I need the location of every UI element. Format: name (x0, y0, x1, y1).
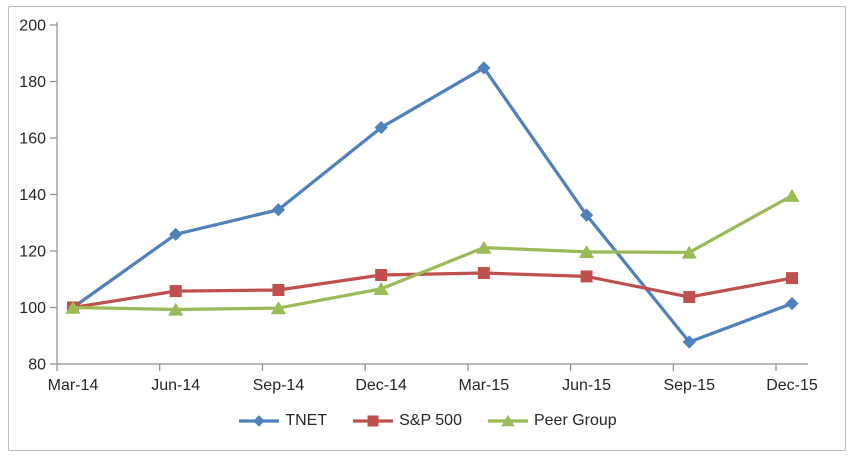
x-tick-label: Sep-15 (663, 377, 715, 394)
data-point-triangle (578, 245, 595, 259)
data-point-square (375, 269, 388, 282)
sp500-square-series-icon (353, 415, 394, 427)
data-point-square (683, 291, 696, 304)
data-point-triangle (65, 300, 81, 314)
data-point-diamond (374, 120, 388, 135)
data-point-diamond (477, 61, 491, 75)
legend-item-peer-group: Peer Group (486, 412, 617, 430)
x-tick-label: Dec-14 (355, 377, 407, 394)
data-point-triangle (373, 282, 389, 296)
chart-legend: TNET S&P 500 Peer Group (0, 412, 854, 430)
data-point-square (272, 283, 285, 296)
y-tick-label: 100 (19, 300, 46, 317)
data-point-diamond (579, 208, 594, 222)
x-tick-label: Jun-15 (562, 377, 611, 394)
data-point-triangle (784, 188, 800, 202)
legend-label-peer-group: Peer Group (533, 412, 617, 429)
tnet-diamond-series-icon (239, 415, 280, 427)
data-point-square (580, 270, 593, 283)
y-tick-label: 80 (28, 357, 46, 374)
legend-label-sp500: S&P 500 (399, 412, 462, 429)
data-point-diamond (785, 296, 799, 311)
series-line-tnet (71, 66, 794, 344)
data-point-diamond (271, 203, 286, 217)
data-point-triangle (476, 240, 492, 254)
x-tick-label: Jun-14 (151, 377, 200, 394)
data-point-square (169, 285, 182, 298)
data-point-square (477, 267, 490, 280)
data-point-diamond (169, 227, 183, 241)
data-point-triangle (681, 245, 697, 259)
y-tick-label: 200 (19, 18, 46, 35)
data-point-square (786, 272, 798, 285)
series-line-peer-group (71, 194, 794, 312)
data-point-triangle (270, 301, 287, 315)
y-tick-label: 140 (19, 187, 46, 204)
legend-item-sp500: S&P 500 (351, 412, 462, 430)
y-tick-label: 180 (19, 74, 46, 91)
x-tick-label: Dec-15 (766, 377, 818, 394)
chart-border (8, 6, 846, 451)
data-point-triangle (168, 302, 184, 316)
series-line-s-p-500 (71, 271, 794, 310)
legend-label-tnet: TNET (285, 412, 328, 429)
y-tick-label: 160 (19, 131, 46, 148)
data-point-diamond (682, 335, 696, 349)
y-tick-label: 120 (19, 244, 46, 261)
x-tick-label: Mar-15 (459, 377, 510, 394)
x-tick-label: Mar-14 (48, 377, 99, 394)
x-tick-label: Sep-14 (253, 377, 305, 394)
legend-item-tnet: TNET (237, 412, 327, 430)
peer-group-triangle-series-icon (487, 414, 528, 427)
